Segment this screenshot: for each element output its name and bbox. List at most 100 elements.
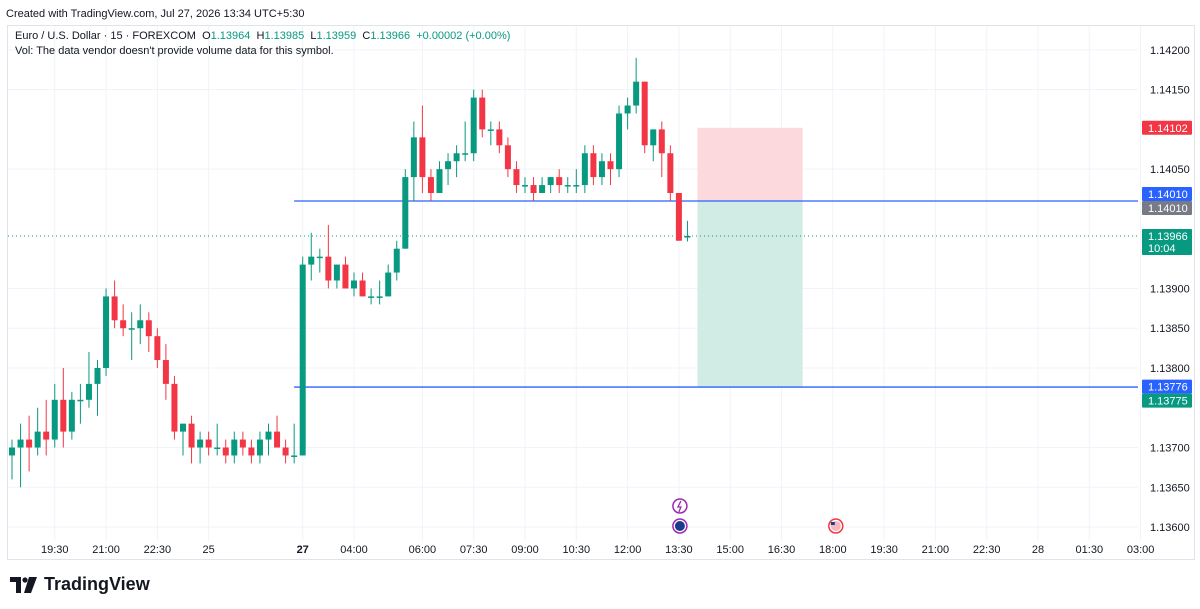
time-axis: 19:30 21:00 22:30 25 27 04:00 06:00 07:30 09:00 1… [41,544,1154,556]
candle-body [479,97,486,130]
candle-body [684,235,691,238]
time-tick-label: 22:30 [144,544,172,556]
stop-price-badge-bg [1142,120,1192,135]
candle-body [522,185,528,187]
candle-body [120,320,127,329]
candle-body [650,129,657,146]
time-tick-label: 21:00 [922,544,950,556]
stop-loss-zone [697,127,803,201]
candle-body [103,296,110,368]
lower-level-badge: 1.13776 [1148,382,1188,394]
price-tick-label: 1.14150 [1150,85,1190,97]
time-tick-label: 12:00 [614,544,642,556]
candle-body [222,447,229,456]
candle-body [445,161,452,170]
candle-body [188,423,195,448]
candle-body [9,447,15,456]
time-tick-label: 27 [297,544,309,556]
price-tick-label: 1.13650 [1150,482,1190,494]
entry-price-badge-bg [1142,200,1192,215]
candle-body [197,439,204,448]
candle-body [624,105,631,114]
time-tick-label: 19:30 [41,544,69,556]
candle-body [34,431,41,448]
time-tick-label: 03:00 [1127,544,1155,556]
candle-body [180,423,186,432]
last-price-badge: 1.13966 [1148,231,1188,243]
candle-body [256,439,263,456]
candle-body [239,439,246,448]
candle-body [359,280,366,297]
brand-name: TradingView [44,574,150,594]
time-tick-label: 04:00 [340,544,368,556]
candle-body [299,264,306,456]
candle-body [308,256,315,265]
legend-low: 1.13959 [316,30,357,42]
price-tick-label: 1.13600 [1150,522,1190,534]
grid-lines [8,26,1142,541]
tradingview-logo-icon [10,576,37,593]
candle-body [43,431,50,440]
time-tick-label: 15:00 [716,544,744,556]
candle-body [504,145,511,170]
level-lines [8,200,1138,388]
candle-body [162,360,169,384]
candle-body [77,399,84,402]
time-tick-label: 16:30 [768,544,796,556]
legend-open: 1.13964 [210,30,251,42]
candle-body [291,455,298,457]
legend-symbol: Euro / U.S. Dollar · 15 · FOREXCOM [15,30,196,42]
entry-price-badge: 1.14010 [1148,203,1188,215]
candle-body [17,439,24,448]
candle-body [393,248,400,273]
candle-body [214,447,221,450]
candle-body [111,296,118,321]
time-tick-label: 13:30 [665,544,693,556]
candles [9,57,691,488]
price-tick-label: 1.13700 [1150,443,1190,455]
candle-body [325,256,332,281]
candle-body [564,185,571,187]
chart-area[interactable]: 1.14200 1.14150 1.14050 1.13900 1.13850 1.138… [7,25,1195,560]
legend-close-label: C [362,30,371,42]
legend-close: 1.13966 [370,30,411,42]
time-tick-label: 09:00 [511,544,539,556]
legend-open-label: O [202,30,211,42]
candle-body [171,383,178,432]
candle-body [410,137,417,178]
candle-body [573,185,580,187]
time-tick-label: 10:30 [563,544,591,556]
chart-legend: Euro / U.S. Dollar · 15 · FOREXCOM O1.13… [15,29,510,59]
price-tick-label: 1.13900 [1150,283,1190,295]
candle-body [633,81,640,106]
candle-body [581,153,588,186]
candle-body [333,264,340,281]
header-created: Created with TradingView.com, Jul 27, 20… [6,8,305,20]
countdown-badge: 10:04 [1148,243,1176,255]
legend-change: +0.00002 (+0.00%) [416,30,511,42]
candle-body [282,447,289,456]
price-tick-label: 1.14050 [1150,164,1190,176]
legend-volume-note: Vol: The data vendor doesn't provide vol… [15,45,334,57]
candle-body [513,169,520,186]
target-price-badge-bg [1142,393,1192,408]
candle-body [453,153,460,162]
candle-body [68,399,75,432]
candle-body [616,113,623,170]
candle-body [351,280,357,289]
position-zones [697,127,803,388]
upper-level-badge: 1.14010 [1148,189,1188,201]
candle-body [530,185,537,194]
candle-body [231,439,238,456]
candle-body [26,439,33,448]
time-tick-label: 22:30 [973,544,1001,556]
candle-body [402,177,409,249]
eu-flag-fill [674,521,685,531]
candle-body [590,153,597,178]
candle-body [60,399,67,432]
legend-ohlc: Euro / U.S. Dollar · 15 · FOREXCOM O1.13… [15,29,510,44]
time-tick-label: 28 [1032,544,1044,556]
tradingview-logo[interactable]: TradingView [10,574,150,595]
candlestick-chart[interactable]: 1.14200 1.14150 1.14050 1.13900 1.13850 1.138… [8,26,1196,561]
candle-body [462,153,469,155]
